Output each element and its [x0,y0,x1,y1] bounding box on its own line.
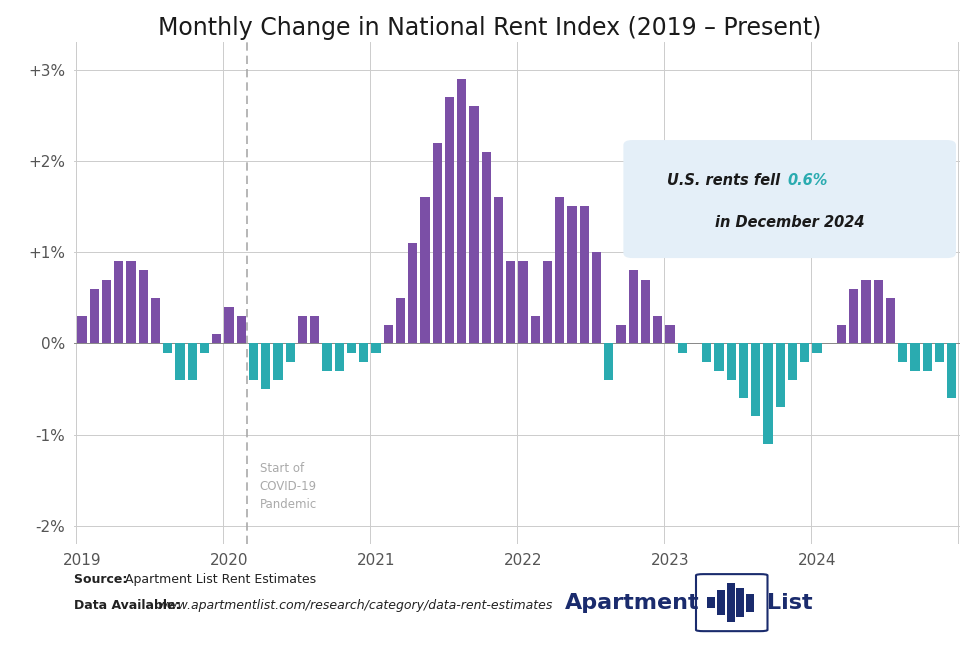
Bar [531,316,540,343]
Text: Data Available:: Data Available: [74,599,184,612]
Bar [213,334,221,343]
Bar [371,343,380,353]
Bar [736,588,745,618]
Bar [812,343,821,353]
Bar [641,279,650,343]
Bar [518,261,527,343]
Text: List: List [766,593,812,612]
Bar [746,594,754,612]
Bar [935,343,944,362]
Bar [507,261,515,343]
Bar [188,343,197,380]
Bar [286,343,295,362]
Bar [580,207,589,343]
Bar [151,298,160,343]
Bar [262,343,270,389]
Bar [482,152,491,343]
Bar [335,343,344,371]
Bar [102,279,111,343]
Bar [716,590,725,615]
Text: Source:: Source: [74,573,131,586]
Bar [409,243,417,343]
Text: in December 2024: in December 2024 [715,215,864,230]
Bar [556,198,564,343]
Bar [726,583,735,622]
Text: Apartment: Apartment [565,593,700,612]
Bar [886,298,895,343]
Bar [433,143,442,343]
Text: 0.6%: 0.6% [787,173,827,188]
Text: U.S. rents fell: U.S. rents fell [667,173,785,188]
Bar [164,343,172,353]
Bar [605,343,613,380]
Bar [708,597,715,608]
Text: Apartment List Rent Estimates: Apartment List Rent Estimates [125,573,317,586]
Bar [420,198,429,343]
Bar [763,343,772,444]
Bar [77,316,86,343]
Bar [139,270,148,343]
Bar [90,288,99,343]
Bar [616,325,625,343]
Text: Monthly Change in National Rent Index (2019 – Present): Monthly Change in National Rent Index (2… [159,16,821,40]
Bar [347,343,356,353]
Bar [899,343,907,362]
Bar [458,78,466,343]
Bar [665,325,674,343]
Bar [469,106,478,343]
Bar [654,316,662,343]
Bar [322,343,331,371]
Bar [298,316,307,343]
Bar [115,261,123,343]
Bar [384,325,393,343]
Bar [727,343,736,380]
Bar [249,343,258,380]
Bar [629,270,638,343]
Bar [543,261,552,343]
Bar [910,343,919,371]
Bar [752,343,760,417]
Bar [861,279,870,343]
Bar [837,325,846,343]
Bar [494,198,503,343]
Bar [850,288,858,343]
Bar [739,343,748,399]
Bar [200,343,209,353]
Text: www.apartmentlist.com/research/category/data-rent-estimates: www.apartmentlist.com/research/category/… [158,599,553,612]
Bar [224,307,233,343]
Bar [126,261,135,343]
Bar [923,343,932,371]
Bar [788,343,797,380]
Bar [592,252,601,343]
Bar [311,316,319,343]
Bar [874,279,883,343]
Bar [445,97,454,343]
Bar [273,343,282,380]
Bar [678,343,687,353]
Bar [801,343,809,362]
Bar [237,316,246,343]
Bar [776,343,785,408]
Bar [714,343,723,371]
Text: Start of
COVID-19
Pandemic: Start of COVID-19 Pandemic [260,462,317,511]
Bar [567,207,576,343]
Bar [948,343,956,399]
Bar [175,343,184,380]
Bar [703,343,711,362]
FancyBboxPatch shape [623,140,956,258]
Bar [360,343,368,362]
Bar [396,298,405,343]
